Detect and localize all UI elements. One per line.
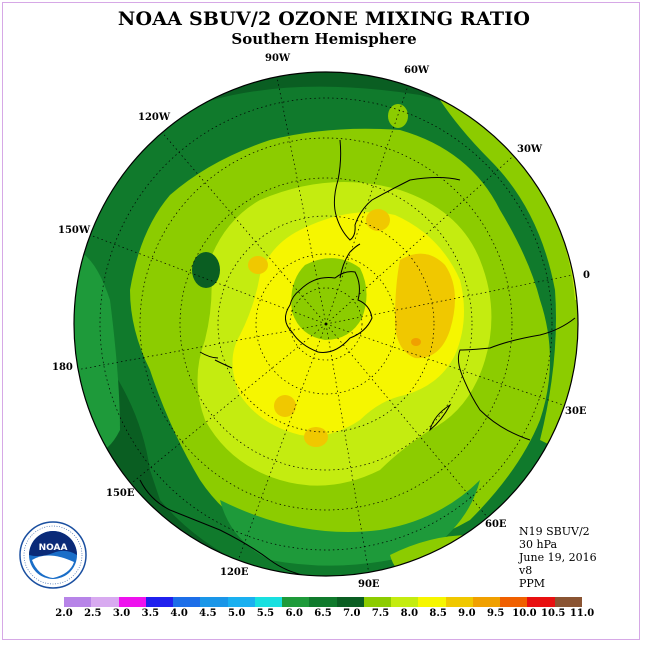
map-subtitle: Southern Hemisphere [231, 30, 417, 48]
colorbar-segment [527, 597, 556, 607]
colorbar-tick-label: 7.5 [371, 608, 390, 619]
colorbar-tick-label: 6.5 [314, 608, 332, 619]
colorbar-segment [418, 597, 447, 607]
madagascar-coastline [429, 403, 452, 432]
colorbar-segment [227, 597, 256, 607]
australia-coastline [139, 479, 321, 576]
colorbar-segment [500, 597, 528, 607]
lon-0: 0 [583, 270, 590, 281]
colorbar-segment [254, 597, 283, 607]
colorbar-tick-label: 5.0 [227, 608, 246, 619]
lon-120w: 120W [138, 112, 171, 123]
colorbar-segment [363, 597, 392, 607]
colorbar-tick-label: 8.5 [429, 608, 447, 619]
lon-180: 180 [52, 362, 73, 373]
colorbar-segment [145, 597, 174, 607]
colorbar-segment [309, 597, 338, 607]
ozone-level-9-0-west [248, 256, 268, 274]
ozone-level-9-0-south [274, 395, 296, 417]
colorbar-tick-label: 2.0 [55, 608, 73, 619]
colorbar-tick-label: 2.5 [84, 608, 102, 619]
ozone-level-9-0-south2 [304, 427, 328, 447]
info-level: 30 hPa [519, 538, 558, 551]
colorbar-segment [391, 597, 419, 607]
info-units: PPM [519, 577, 546, 590]
info-date: June 19, 2016 [519, 551, 597, 564]
colorbar-segment [173, 597, 201, 607]
colorbar-tick-label: 8.0 [400, 608, 419, 619]
colorbar-segment [554, 597, 583, 607]
info-instrument: N19 SBUV/2 [519, 525, 590, 538]
ozone-level-9-5-spot [411, 338, 421, 346]
colorbar-tick-label: 10.0 [512, 608, 537, 619]
ozone-low-blob-west [192, 252, 220, 288]
colorbar-tick-label: 4.0 [170, 608, 188, 619]
colorbar-segment [91, 597, 119, 607]
colorbar-segment [472, 597, 501, 607]
colorbar-tick-label: 3.0 [112, 608, 131, 619]
south-america-coastline [333, 139, 461, 241]
ozone-polar-low [291, 258, 367, 340]
lon-120e: 120E [220, 567, 249, 578]
info-version: v8 [519, 564, 533, 577]
antarctic-peninsula [339, 243, 361, 279]
colorbar-segment [282, 597, 310, 607]
lon-150e: 150E [106, 488, 135, 499]
africa-coastline [457, 317, 576, 441]
ozone-level-9-0-east [395, 253, 455, 359]
figure-frame [2, 2, 640, 640]
lon-30e: 30E [565, 406, 587, 417]
noaa-logo-text: NOAA [39, 543, 68, 553]
colorbar-segment [200, 597, 229, 607]
lon-90e: 90E [358, 579, 380, 590]
colorbar-tick-label: 9.5 [486, 608, 505, 619]
ozone-level-6-5-south [220, 480, 480, 566]
ozone-level-9-0-north [366, 209, 390, 231]
colorbar-tick-label: 5.5 [256, 608, 275, 619]
colorbar-tick-label: 3.5 [141, 608, 160, 619]
map-title: NOAA SBUV/2 OZONE MIXING RATIO [117, 8, 531, 30]
lon-60w: 60W [404, 65, 430, 76]
noaa-logo: NOAA [19, 521, 87, 589]
lon-150w: 150W [58, 225, 91, 236]
colorbar-segment [336, 597, 365, 607]
new-zealand-coastline [199, 351, 233, 369]
lon-90w: 90W [265, 53, 291, 64]
colorbar-tick-label: 6.0 [285, 608, 303, 619]
colorbar-ticks: 2.0 2.5 3.0 3.5 4.0 4.5 5.0 5.5 6.0 6.5 7.0 7.5 8.0 8… [0, 608, 648, 622]
meridians [75, 72, 578, 576]
ozone-blob-north [388, 104, 408, 128]
info-block: N19 SBUV/2 30 hPa June 19, 2016 v8 PPM [519, 525, 597, 590]
colorbar-segment [64, 597, 92, 607]
colorbar-tick-label: 10.5 [541, 608, 566, 619]
lon-30w: 30W [517, 144, 543, 155]
colorbar-tick-label: 7.0 [343, 608, 361, 619]
colorbar [64, 597, 583, 607]
colorbar-segment [118, 597, 147, 607]
antarctica-coastline [285, 271, 373, 353]
colorbar-segment [445, 597, 474, 607]
colorbar-tick-label: 9.0 [458, 608, 476, 619]
colorbar-tick-label: 4.5 [199, 608, 217, 619]
lon-60e: 60E [485, 519, 507, 530]
colorbar-tick-label: 11.0 [569, 608, 595, 619]
map-boundary [73, 71, 579, 577]
latitude-circles [99, 97, 553, 551]
